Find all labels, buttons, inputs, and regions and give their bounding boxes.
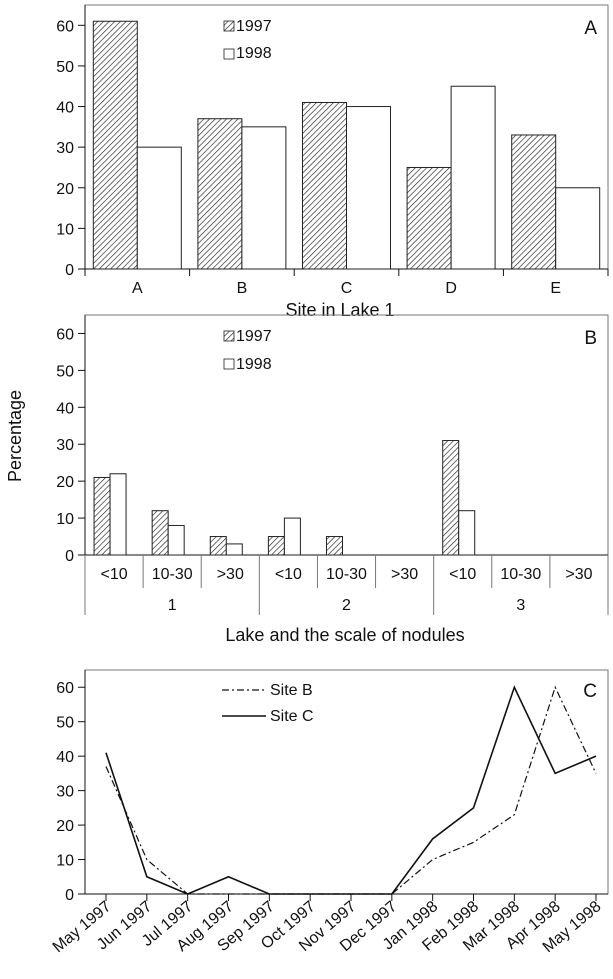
legend-label-site-b: Site B	[270, 682, 313, 699]
y-tick-label: 0	[65, 548, 74, 565]
chart-c-panel-label: C	[583, 681, 597, 702]
chart-a-xlabel: Site in Lake 1	[285, 300, 394, 320]
x-tick-label-e: E	[550, 280, 561, 297]
y-tick-label: 50	[56, 715, 74, 732]
x-tick-label-10-30: 10-30	[326, 566, 367, 583]
y-tick-label: 50	[56, 363, 74, 380]
legend-label-site-c: Site C	[270, 708, 314, 725]
y-tick-label: 40	[56, 749, 74, 766]
bar-c-1998	[346, 106, 391, 270]
bar-3-1998	[283, 517, 301, 556]
bar-2-1998	[225, 543, 243, 556]
legend-swatch-1998	[223, 48, 235, 60]
bar-1-1998	[167, 524, 185, 556]
bar-e-1998	[555, 187, 601, 270]
x-tick-label-10: <10	[275, 566, 302, 583]
bar-6-1998	[458, 510, 476, 556]
chart-c-legend: Site B Site C	[222, 682, 314, 725]
bar-d-1997	[406, 166, 452, 270]
chart-a: 0 10 20 30 40 50 60 A B C D E Site in Lake 1 A 199…	[56, 4, 609, 320]
chart-c-frame	[84, 669, 609, 895]
bar-e-1997	[511, 134, 557, 270]
y-tick-label: 60	[56, 18, 74, 35]
y-tick-label: 60	[56, 326, 74, 343]
y-tick-label: 10	[56, 853, 74, 870]
legend-swatch-1997	[223, 20, 235, 32]
bar-0-1997	[93, 476, 111, 556]
y-tick-label: 0	[65, 887, 74, 904]
x-tick-label-30: >30	[391, 566, 418, 583]
bar-c-1997	[302, 101, 347, 270]
series-line-site-c	[105, 685, 597, 895]
bar-a-1997	[92, 20, 138, 270]
x-tick-label-30: >30	[565, 566, 592, 583]
x-tick-label-10-30: 10-30	[500, 566, 541, 583]
y-tick-label: 0	[65, 262, 74, 279]
chart-b-ylabel: Percentage	[5, 390, 25, 482]
x-tick-label-c: C	[341, 280, 353, 297]
bar-b-1998	[241, 126, 287, 270]
chart-b-xlabel: Lake and the scale of nodules	[225, 625, 464, 645]
chart-b: 0 10 20 30 40 50 60 <10 10-30 >30 <10 10-30 >30 <10 1…	[5, 314, 609, 645]
y-tick-label: 30	[56, 784, 74, 801]
x-tick-label-10-30: 10-30	[152, 566, 193, 583]
y-tick-label: 20	[56, 181, 74, 198]
bar-0-1998	[109, 473, 127, 556]
bar-4-1997	[326, 536, 343, 556]
y-tick-label: 30	[56, 437, 74, 454]
legend-label-1997: 1997	[236, 18, 272, 35]
bar-b-1997	[197, 118, 243, 270]
y-tick-label: 10	[56, 511, 74, 528]
bar-a-1998	[136, 146, 182, 270]
group-label-2: 2	[342, 597, 351, 614]
y-tick-label: 20	[56, 818, 74, 835]
y-tick-label: 40	[56, 100, 74, 117]
legend-label-1998: 1998	[236, 45, 272, 62]
x-tick-label-d: D	[445, 280, 457, 297]
group-label-1: 1	[168, 597, 177, 614]
legend-label-1997: 1997	[236, 328, 272, 345]
bar-3-1997	[267, 536, 285, 556]
x-tick-label-10: <10	[100, 566, 127, 583]
chart-a-panel-label: A	[584, 18, 597, 39]
series-line-site-b	[105, 685, 597, 895]
x-tick-label-10: <10	[449, 566, 476, 583]
y-tick-label: 30	[56, 140, 74, 157]
group-label-3: 3	[516, 597, 525, 614]
chart-a-legend: 1997 1998	[223, 18, 272, 62]
bar-d-1998	[450, 85, 496, 270]
bar-6-1997	[442, 440, 460, 556]
x-tick-label-30: >30	[217, 566, 244, 583]
y-tick-label: 40	[56, 400, 74, 417]
legend-swatch-1998	[223, 358, 235, 370]
bar-1-1997	[151, 510, 169, 556]
y-tick-label: 50	[56, 59, 74, 76]
legend-label-1998: 1998	[236, 356, 272, 373]
x-tick-label-a: A	[132, 280, 143, 297]
legend-swatch-1997	[223, 330, 235, 342]
y-tick-label: 20	[56, 474, 74, 491]
y-tick-label: 10	[56, 221, 74, 238]
chart-b-panel-label: B	[584, 328, 597, 349]
bar-2-1997	[209, 536, 227, 556]
y-tick-label: 60	[56, 680, 74, 697]
chart-b-legend: 1997 1998	[223, 328, 272, 373]
x-tick-label-b: B	[237, 280, 248, 297]
